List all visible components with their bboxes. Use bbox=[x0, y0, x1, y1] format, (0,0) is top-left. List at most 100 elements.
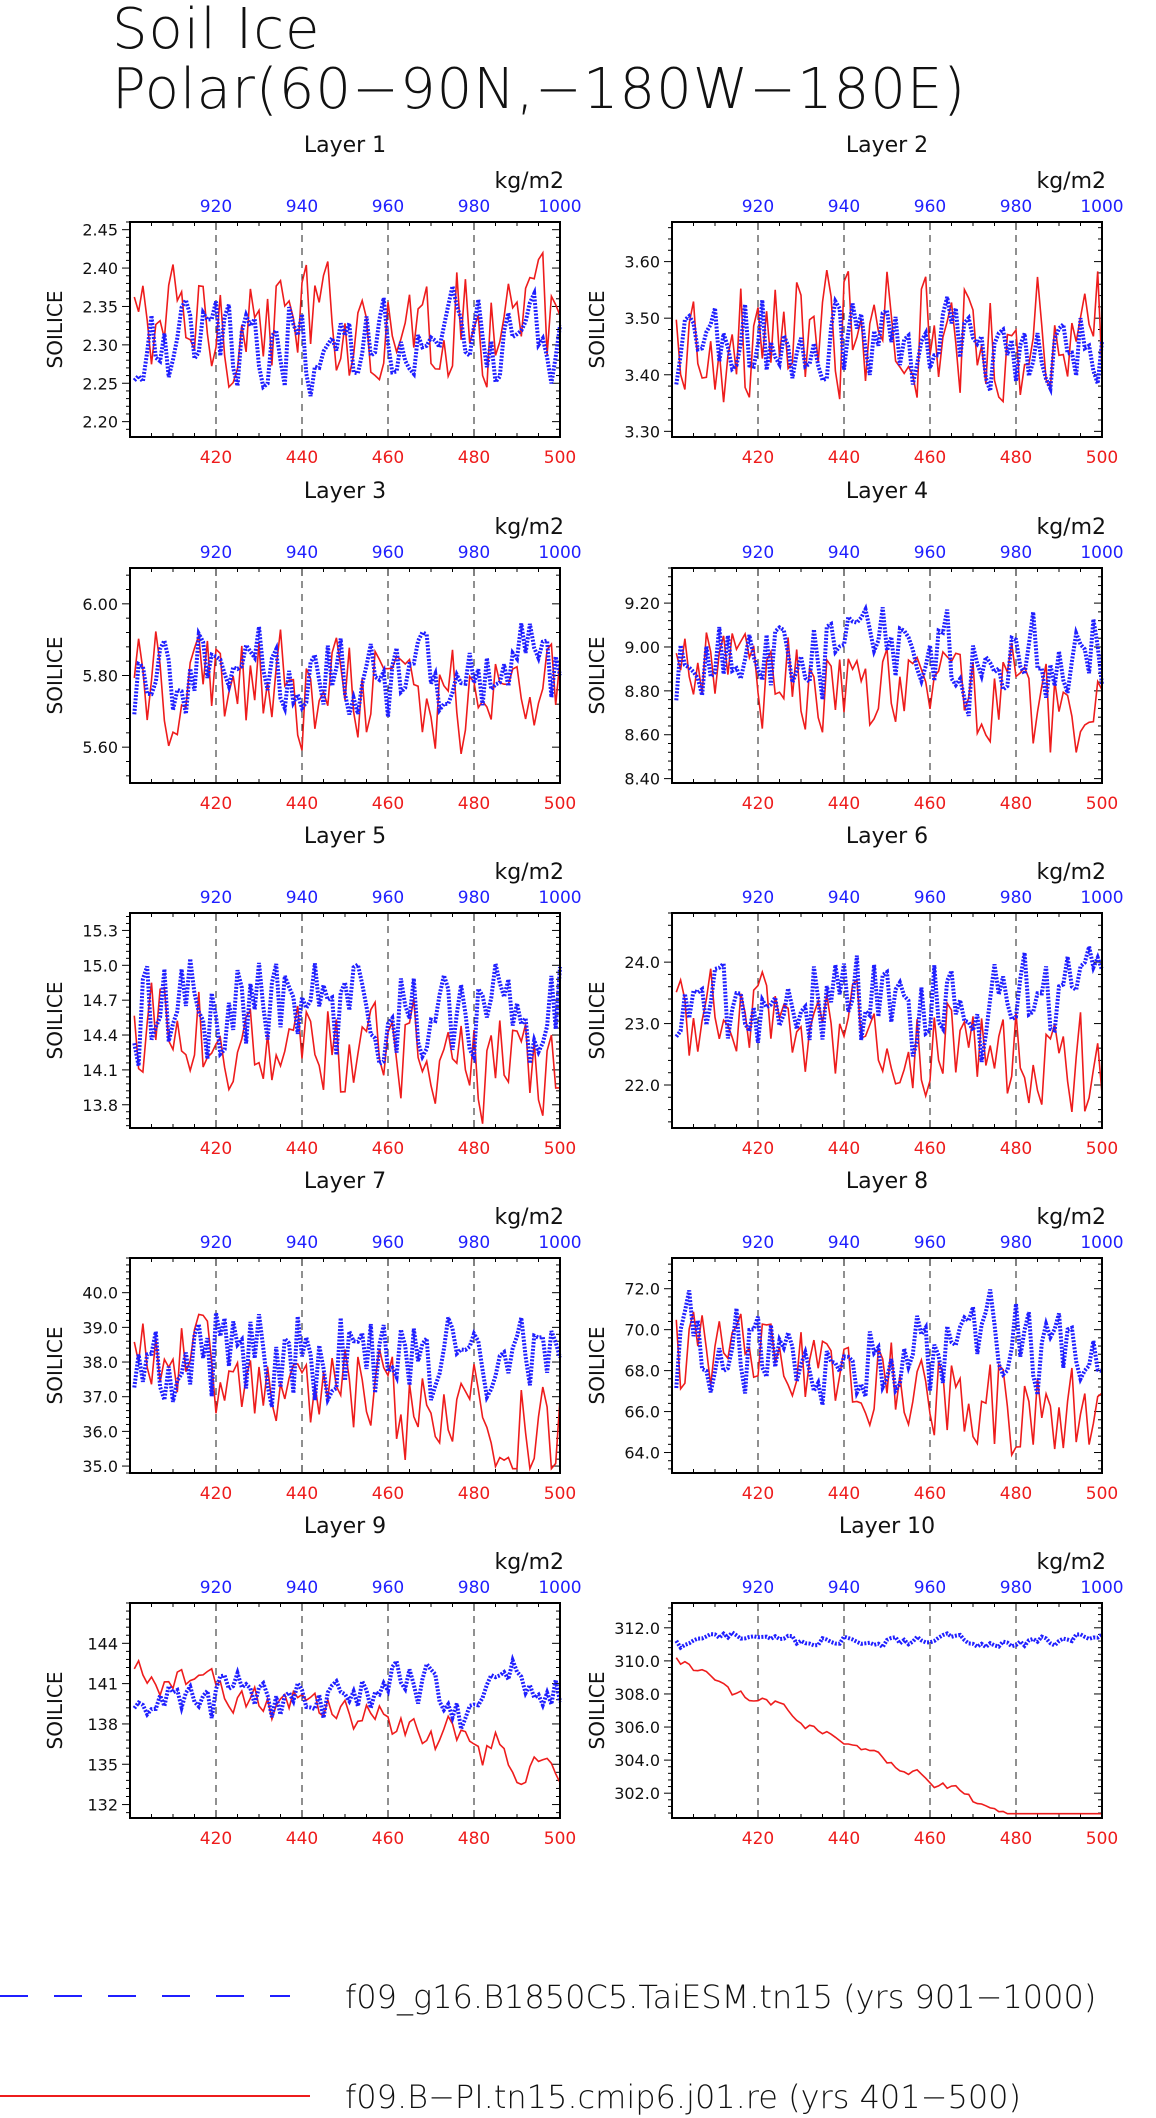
panel-title: Layer 2 bbox=[846, 133, 928, 158]
panel-layer-10: Layer 10 kg/m2 SOILICE 420 440 460 480 500 920 94… bbox=[585, 1514, 1124, 1849]
x-tick-label: 480 bbox=[1000, 1139, 1032, 1159]
plot-frame bbox=[129, 912, 561, 1129]
x-tick-label: 420 bbox=[742, 794, 774, 814]
x-top-tick-label: 980 bbox=[1000, 1578, 1032, 1598]
y-tick-label: 3.50 bbox=[624, 309, 660, 328]
y-tick-label: 72.0 bbox=[624, 1280, 660, 1299]
x-top-tick-label: 980 bbox=[458, 543, 490, 563]
x-tick-label: 460 bbox=[372, 794, 404, 814]
panel-title: Layer 6 bbox=[846, 824, 928, 849]
x-top-tick-label: 940 bbox=[286, 1578, 318, 1598]
x-tick-label: 440 bbox=[286, 1829, 318, 1849]
x-tick-label: 460 bbox=[372, 448, 404, 468]
y-tick-label: 308.0 bbox=[614, 1685, 660, 1704]
panel-title: Layer 7 bbox=[304, 1169, 386, 1194]
y-tick-label: 40.0 bbox=[82, 1284, 118, 1303]
x-tick-label: 460 bbox=[914, 1829, 946, 1849]
y-tick-label: 306.0 bbox=[614, 1718, 660, 1737]
plot-frame bbox=[671, 567, 1103, 784]
x-tick-label: 420 bbox=[200, 1484, 232, 1504]
x-tick-label: 500 bbox=[1086, 794, 1118, 814]
top-unit-label: kg/m2 bbox=[494, 1205, 564, 1230]
y-axis-label: SOILICE bbox=[43, 982, 67, 1060]
x-tick-label: 480 bbox=[1000, 1484, 1032, 1504]
y-tick-label: 2.45 bbox=[82, 221, 118, 240]
x-tick-label: 500 bbox=[1086, 448, 1118, 468]
x-tick-label: 440 bbox=[286, 794, 318, 814]
y-axis-label: SOILICE bbox=[585, 637, 609, 715]
y-tick-label: 312.0 bbox=[614, 1619, 660, 1638]
x-tick-label: 480 bbox=[458, 1484, 490, 1504]
x-top-tick-label: 1000 bbox=[538, 197, 581, 217]
x-tick-label: 460 bbox=[914, 448, 946, 468]
panel-layer-6: Layer 6 kg/m2 SOILICE 420 440 460 480 500 920 940… bbox=[585, 824, 1124, 1159]
x-top-tick-label: 920 bbox=[200, 543, 232, 563]
top-unit-label: kg/m2 bbox=[1036, 1205, 1106, 1230]
x-top-tick-label: 960 bbox=[372, 1578, 404, 1598]
top-unit-label: kg/m2 bbox=[1036, 860, 1106, 885]
x-tick-label: 420 bbox=[200, 448, 232, 468]
x-top-tick-label: 940 bbox=[828, 1578, 860, 1598]
y-axis-label: SOILICE bbox=[43, 291, 67, 369]
y-tick-label: 38.0 bbox=[82, 1353, 118, 1372]
x-tick-label: 500 bbox=[544, 1829, 576, 1849]
y-axis-label: SOILICE bbox=[585, 291, 609, 369]
series-line-blue bbox=[674, 946, 1104, 1063]
x-tick-label: 420 bbox=[742, 1829, 774, 1849]
x-tick-label: 460 bbox=[372, 1139, 404, 1159]
y-tick-label: 135 bbox=[87, 1755, 118, 1774]
top-unit-label: kg/m2 bbox=[494, 169, 564, 194]
series-line-red bbox=[133, 1658, 561, 1786]
series-line-blue bbox=[674, 1629, 1104, 1651]
plot-frame bbox=[671, 1602, 1103, 1819]
y-tick-label: 310.0 bbox=[614, 1652, 660, 1671]
series-line-red bbox=[133, 982, 561, 1124]
y-tick-label: 3.40 bbox=[624, 366, 660, 385]
x-tick-label: 440 bbox=[828, 1139, 860, 1159]
x-tick-label: 500 bbox=[544, 448, 576, 468]
panel-title: Layer 10 bbox=[839, 1514, 935, 1539]
panel-title: Layer 9 bbox=[304, 1514, 386, 1539]
legend-label-1: f09_g16.B1850C5.TaiESM.tn15 (yrs 901−100… bbox=[345, 1978, 1096, 2016]
y-tick-label: 14.1 bbox=[82, 1061, 118, 1080]
series-line-blue bbox=[132, 958, 562, 1067]
y-tick-label: 6.00 bbox=[82, 595, 118, 614]
x-tick-label: 500 bbox=[544, 1139, 576, 1159]
title-line-1: Soil Ice bbox=[112, 0, 321, 62]
y-tick-label: 68.0 bbox=[624, 1362, 660, 1381]
legend-label-2: f09.B−PI.tn15.cmip6.j01.re (yrs 401−500) bbox=[345, 2078, 1021, 2116]
x-tick-label: 440 bbox=[828, 1484, 860, 1504]
x-tick-label: 480 bbox=[1000, 1829, 1032, 1849]
x-top-tick-label: 1000 bbox=[1080, 197, 1123, 217]
x-top-tick-label: 920 bbox=[200, 1233, 232, 1253]
x-tick-label: 440 bbox=[828, 1829, 860, 1849]
x-top-tick-label: 940 bbox=[828, 888, 860, 908]
y-tick-label: 66.0 bbox=[624, 1403, 660, 1422]
series-line-blue bbox=[132, 623, 562, 717]
y-tick-label: 3.60 bbox=[624, 253, 660, 272]
y-tick-label: 36.0 bbox=[82, 1422, 118, 1441]
x-top-tick-label: 960 bbox=[372, 888, 404, 908]
top-unit-label: kg/m2 bbox=[1036, 1550, 1106, 1575]
x-top-tick-label: 920 bbox=[742, 1578, 774, 1598]
y-tick-label: 132 bbox=[87, 1796, 118, 1815]
x-top-tick-label: 920 bbox=[742, 543, 774, 563]
x-tick-label: 420 bbox=[200, 794, 232, 814]
panel-title: Layer 5 bbox=[304, 824, 386, 849]
y-tick-label: 2.20 bbox=[82, 413, 118, 432]
series-line-blue bbox=[674, 603, 1104, 717]
y-axis-label: SOILICE bbox=[585, 1327, 609, 1405]
panel-title: Layer 8 bbox=[846, 1169, 928, 1194]
x-tick-label: 420 bbox=[742, 1484, 774, 1504]
series-line-blue bbox=[674, 295, 1104, 397]
series-line-blue bbox=[674, 1289, 1103, 1406]
panel-title: Layer 1 bbox=[304, 133, 386, 158]
y-tick-label: 70.0 bbox=[624, 1321, 660, 1340]
x-tick-label: 480 bbox=[458, 1829, 490, 1849]
y-axis-label: SOILICE bbox=[43, 1327, 67, 1405]
x-tick-label: 420 bbox=[742, 1139, 774, 1159]
y-tick-label: 2.30 bbox=[82, 336, 118, 355]
x-tick-label: 440 bbox=[286, 1484, 318, 1504]
series-line-blue bbox=[132, 285, 562, 397]
y-tick-label: 9.20 bbox=[624, 594, 660, 613]
